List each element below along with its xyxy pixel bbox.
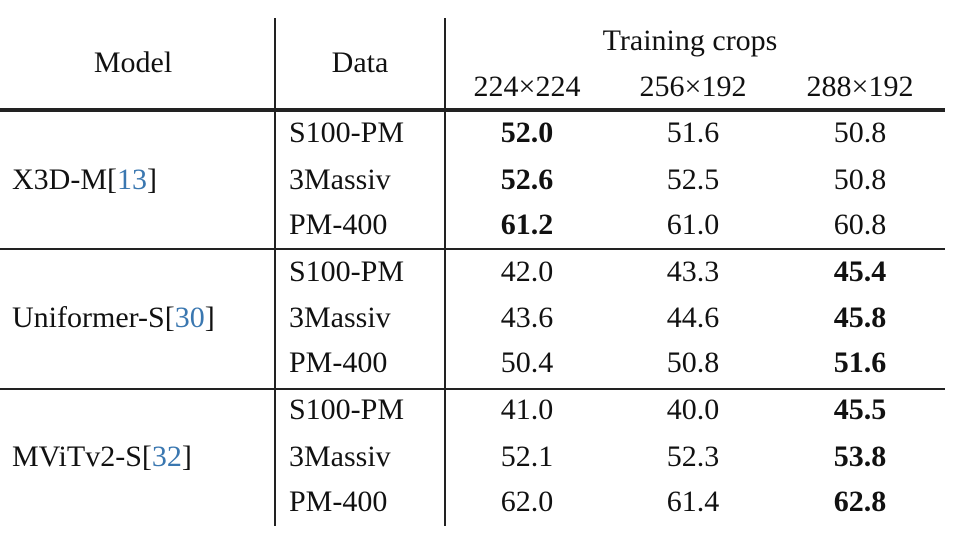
value-cell: 44.6 [666,301,720,334]
value-cell: 52.6 [500,163,554,196]
data-name: 3Massiv [289,301,391,334]
data-name: S100-PM [289,255,405,288]
model-text: Uniformer-S[ [12,301,175,334]
citation: 32 [151,440,182,473]
value-cell: 50.4 [500,346,554,379]
data-name: 3Massiv [289,163,391,196]
h-rule [0,388,945,390]
header-crop: 224×224 [473,70,581,103]
h-rule-thick [0,108,945,112]
model-text: MViTv2-S[ [12,440,152,473]
value-cell: 51.6 [833,346,887,379]
citation: 30 [174,301,205,334]
model-name: X3D-M[13] [12,165,157,195]
citation: 13 [117,163,147,196]
h-rule [0,248,945,250]
value-cell: 60.8 [833,208,887,241]
value-cell: 51.6 [666,116,720,149]
value-cell: 61.2 [500,208,554,241]
value-cell: 52.3 [666,440,720,473]
value-cell: 50.8 [833,163,887,196]
value-cell: 52.1 [500,440,554,473]
header-data: Data [331,46,389,79]
value-cell: 61.0 [666,208,720,241]
value-cell: 43.6 [500,301,554,334]
value-cell: 42.0 [500,255,554,288]
value-cell: 43.3 [666,255,720,288]
value-cell: 52.0 [500,116,554,149]
v-rule [444,18,446,526]
model-text: X3D-M[ [12,163,117,196]
data-name: 3Massiv [289,440,391,473]
value-cell: 50.8 [666,346,720,379]
value-cell: 62.8 [833,485,887,518]
v-rule [274,18,276,526]
value-cell: 52.5 [666,163,720,196]
value-cell: 62.0 [500,485,554,518]
value-cell: 45.8 [833,301,887,334]
data-name: PM-400 [289,208,388,241]
data-name: S100-PM [289,393,405,426]
model-text: ] [181,440,192,473]
model-name: MViTv2-S[32] [12,442,192,472]
model-text: ] [204,301,215,334]
header-crop: 288×192 [806,70,914,103]
value-cell: 61.4 [666,485,720,518]
header-training-crops: Training crops [602,24,778,57]
model-text: ] [147,163,157,196]
data-name: S100-PM [289,116,405,149]
data-name: PM-400 [289,346,388,379]
model-name: Uniformer-S[30] [12,303,215,333]
data-name: PM-400 [289,485,388,518]
value-cell: 53.8 [833,440,887,473]
value-cell: 40.0 [666,393,720,426]
value-cell: 45.5 [833,393,887,426]
value-cell: 50.8 [833,116,887,149]
header-crop: 256×192 [639,70,747,103]
header-model: Model [93,46,173,79]
value-cell: 45.4 [833,255,887,288]
value-cell: 41.0 [500,393,554,426]
